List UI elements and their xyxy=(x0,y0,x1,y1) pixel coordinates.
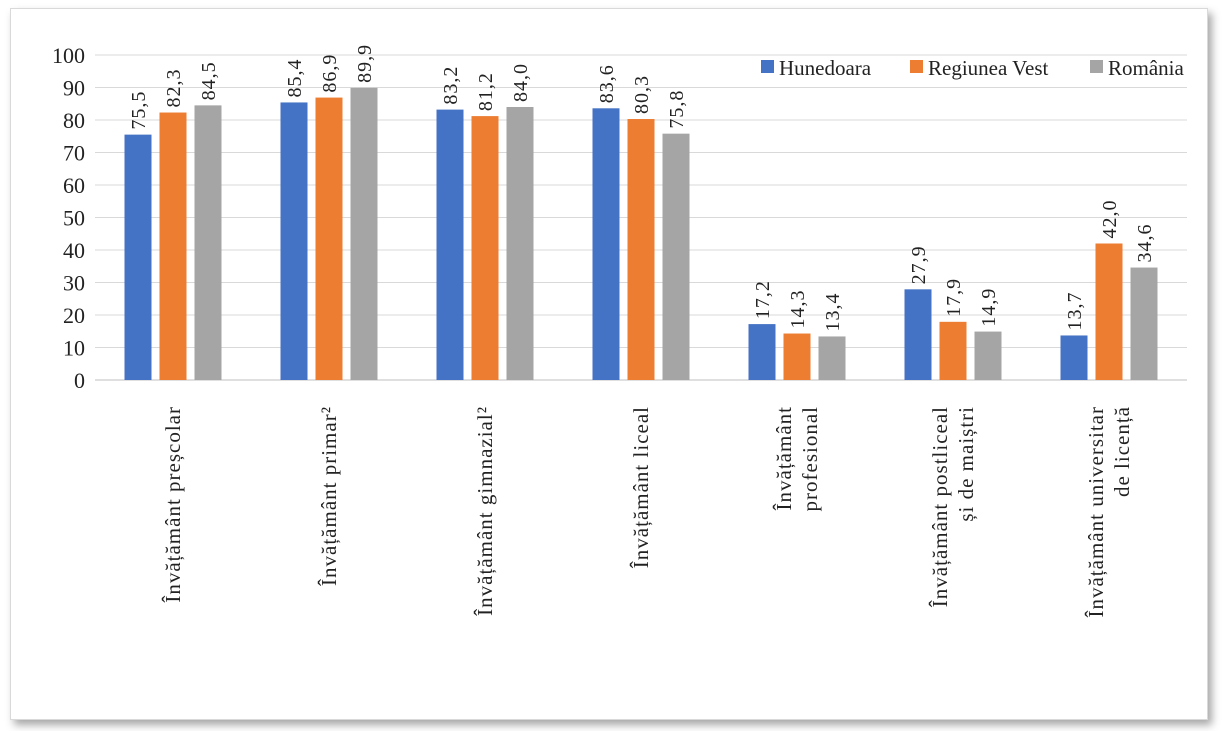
bar xyxy=(627,119,655,381)
data-label: 42,0 xyxy=(1099,200,1121,239)
data-label: 75,5 xyxy=(128,91,150,130)
bars xyxy=(124,87,1158,381)
data-label: 14,3 xyxy=(787,290,809,329)
bar-chart: 0 10 20 30 40 50 60 70 80 90 100 75,5 82,3 84,5 85,4 8… xyxy=(52,43,1187,618)
data-label: 27,9 xyxy=(908,245,930,284)
data-label: 81,2 xyxy=(475,72,497,111)
category-label: Învățământ preșcolar xyxy=(161,406,185,603)
bar xyxy=(939,321,967,380)
bar xyxy=(506,107,534,380)
bar xyxy=(315,97,343,380)
data-label: 17,2 xyxy=(752,280,774,319)
bar xyxy=(783,333,811,380)
bar xyxy=(748,324,776,380)
data-label: 85,4 xyxy=(284,58,306,97)
category-label: Învățământ gimnazial² xyxy=(473,406,497,616)
category-label: și de maiștri xyxy=(954,406,978,522)
bar xyxy=(159,112,187,381)
bar xyxy=(471,116,499,380)
category-label: Învățământ xyxy=(772,406,796,510)
y-tick-label: 10 xyxy=(63,336,85,361)
bar xyxy=(194,105,222,380)
data-label: 14,9 xyxy=(978,288,1000,327)
y-tick-label: 60 xyxy=(63,173,85,198)
chart-frame: 0 10 20 30 40 50 60 70 80 90 100 75,5 82,3 84,5 85,4 8… xyxy=(10,8,1208,720)
y-tick-label: 90 xyxy=(63,76,85,101)
legend-label: Hunedoara xyxy=(779,56,872,80)
bar xyxy=(1095,243,1123,380)
data-label: 13,4 xyxy=(822,292,844,331)
y-axis-ticks: 0 10 20 30 40 50 60 70 80 90 100 xyxy=(52,43,85,393)
category-label: profesional xyxy=(798,406,822,511)
legend-swatch xyxy=(910,60,923,73)
legend-swatch xyxy=(1090,60,1103,73)
bar xyxy=(818,336,846,380)
y-tick-label: 50 xyxy=(63,206,85,231)
bar xyxy=(592,108,620,381)
bar xyxy=(124,134,152,380)
bar xyxy=(280,102,308,380)
data-label: 17,9 xyxy=(943,278,965,317)
data-label: 34,6 xyxy=(1134,224,1156,263)
legend-label: România xyxy=(1108,56,1184,80)
bar xyxy=(904,289,932,380)
legend-swatch xyxy=(761,60,774,73)
data-label: 80,3 xyxy=(631,75,653,114)
y-tick-label: 100 xyxy=(52,43,85,68)
y-tick-label: 30 xyxy=(63,271,85,296)
category-label: Învățământ liceal xyxy=(629,406,653,568)
category-label: Învățământ postliceal xyxy=(928,406,952,607)
bar xyxy=(662,133,690,380)
y-tick-label: 0 xyxy=(74,368,85,393)
bar xyxy=(1060,335,1088,380)
data-label: 83,2 xyxy=(440,66,462,105)
x-axis-category-labels: Învățământ preșcolar Învățământ primar² În… xyxy=(161,406,1134,618)
data-label: 84,5 xyxy=(198,61,220,100)
bar xyxy=(436,109,464,380)
legend: Hunedoara Regiunea Vest România xyxy=(761,56,1184,80)
bar xyxy=(974,331,1002,380)
legend-label: Regiunea Vest xyxy=(928,56,1049,80)
category-label: Învățământ universitar xyxy=(1084,406,1108,618)
data-label: 89,9 xyxy=(354,44,376,83)
category-label: de licență xyxy=(1110,406,1134,497)
data-label: 83,6 xyxy=(596,64,618,103)
data-label: 82,3 xyxy=(163,69,185,108)
data-label: 84,0 xyxy=(510,63,532,102)
y-tick-label: 40 xyxy=(63,238,85,263)
bar xyxy=(1130,267,1158,380)
data-label: 75,8 xyxy=(666,90,688,129)
bar xyxy=(350,87,378,380)
y-tick-label: 70 xyxy=(63,141,85,166)
y-tick-label: 80 xyxy=(63,108,85,133)
data-label: 86,9 xyxy=(319,54,341,93)
y-tick-label: 20 xyxy=(63,303,85,328)
category-label: Învățământ primar² xyxy=(317,406,341,586)
data-label: 13,7 xyxy=(1064,291,1086,330)
data-labels: 75,5 82,3 84,5 85,4 86,9 89,9 83,2 81,2 84,0 83,6… xyxy=(128,44,1156,332)
